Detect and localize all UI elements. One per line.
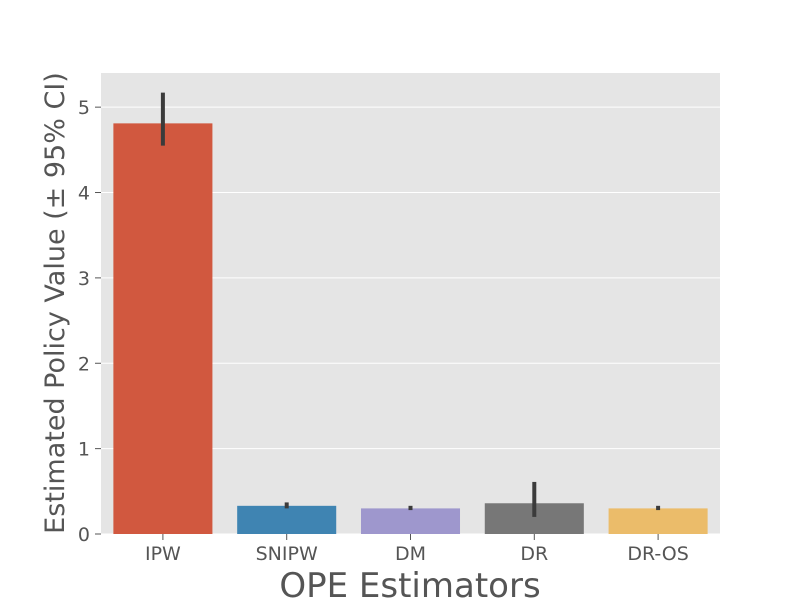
y-tick-label: 0 <box>78 524 90 546</box>
y-tick-label: 2 <box>78 353 90 375</box>
y-tick-label: 4 <box>78 183 90 205</box>
x-tick-label: SNIPW <box>256 543 318 565</box>
y-axis-ticks: 0 1 2 3 4 5 <box>78 97 101 546</box>
y-tick-label: 5 <box>78 97 90 119</box>
x-tick-label: DM <box>395 543 426 565</box>
x-tick-label: DR <box>520 543 548 565</box>
x-axis-label: OPE Estimators <box>279 566 540 600</box>
y-tick-label: 1 <box>78 439 90 461</box>
bar-dm <box>360 508 461 534</box>
x-tick-label: IPW <box>145 543 181 565</box>
y-tick-label: 3 <box>78 268 90 290</box>
y-axis-label: Estimated Policy Value (± 95% CI) <box>40 72 71 534</box>
bar-snipw <box>237 505 337 534</box>
bars <box>113 123 708 534</box>
x-axis-ticks: IPW SNIPW DM DR DR-OS <box>145 534 689 565</box>
error-bars <box>160 92 661 517</box>
x-tick-label: DR-OS <box>627 543 688 565</box>
bar-dr-os <box>608 508 708 534</box>
bar-ipw <box>113 123 213 534</box>
